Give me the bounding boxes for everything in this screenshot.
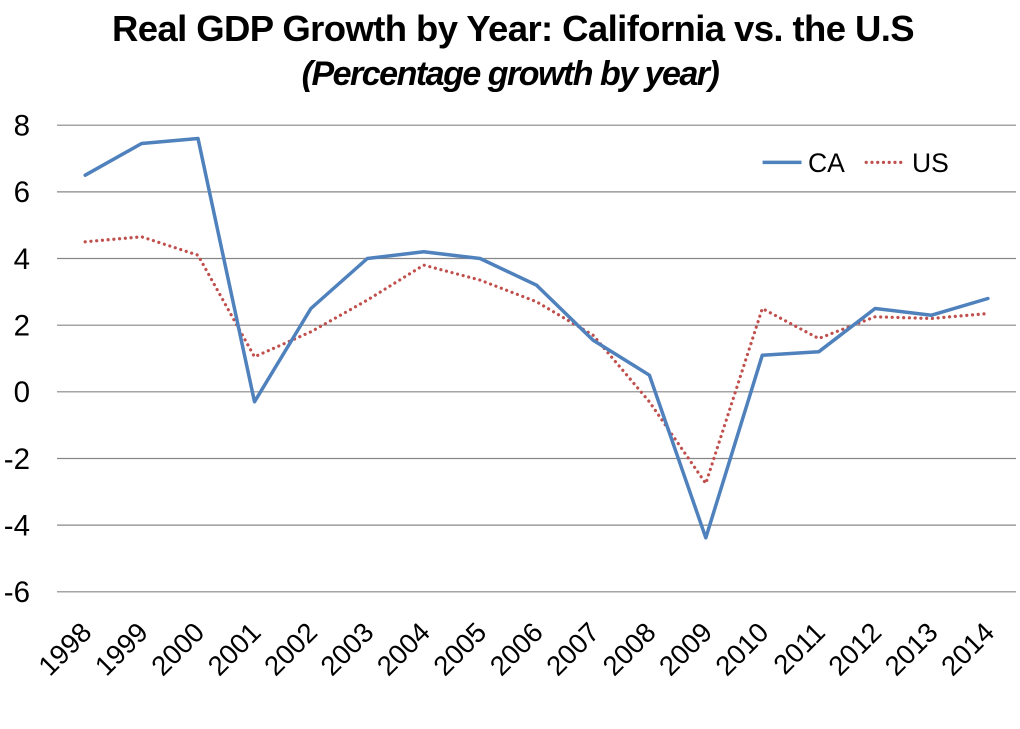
svg-text:(Percentage growth by year): (Percentage growth by year) (302, 55, 720, 93)
svg-text:US: US (912, 148, 949, 178)
svg-text:-4: -4 (4, 509, 30, 542)
svg-text:-6: -6 (4, 576, 30, 609)
svg-text:4: 4 (14, 243, 30, 276)
svg-text:-2: -2 (4, 443, 30, 476)
svg-text:CA: CA (808, 148, 845, 178)
svg-text:Real GDP Growth by Year: Calif: Real GDP Growth by Year: California vs. … (112, 8, 914, 49)
svg-text:6: 6 (14, 176, 30, 209)
svg-text:2: 2 (14, 310, 30, 343)
svg-text:8: 8 (14, 110, 30, 143)
svg-text:0: 0 (14, 376, 30, 409)
